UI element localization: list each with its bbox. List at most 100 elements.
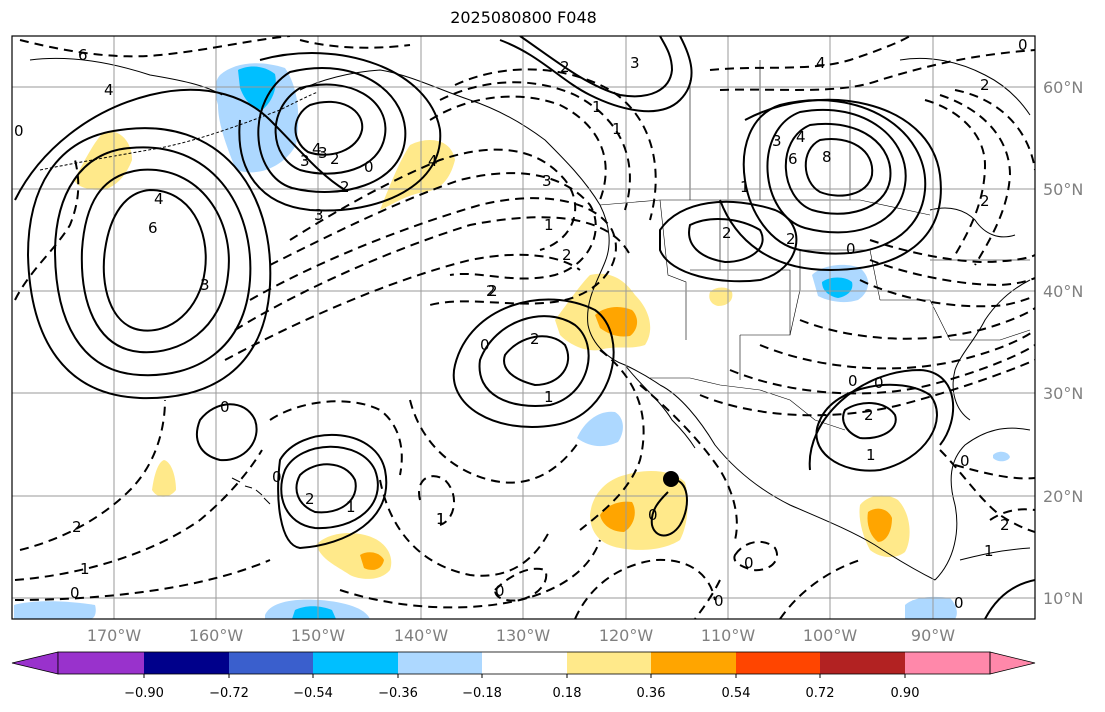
lon-label-160w: 160°W (189, 626, 244, 645)
contour-label: 1 (866, 446, 876, 464)
contour-solid-gulf-low-3 (808, 368, 954, 471)
contour-dashed-top-mid (299, 39, 411, 49)
colorbar-tick-label: 0.54 (722, 686, 751, 701)
contour-solid-aleutian-low-4 (238, 52, 442, 212)
contour-label: 0 (960, 452, 970, 470)
contour-label: 2 (530, 330, 540, 348)
contour-dashed-top-left (19, 36, 291, 58)
contour-solid-canada-high-5 (719, 98, 942, 272)
lat-label-40n: 40°N (1043, 282, 1083, 301)
coastline-mexico-west (659, 384, 936, 581)
dashed-contours (14, 36, 1035, 619)
border-state-2 (690, 269, 791, 336)
contour-dashed-gulf-alaska-2 (269, 172, 597, 280)
contour-label: 6 (78, 46, 88, 64)
contour-solid-hawaii-low-1 (295, 463, 357, 514)
coastline-gulf (934, 427, 1031, 581)
lat-label-20n: 20°N (1043, 487, 1083, 506)
fill-blue-baja-offshore (577, 411, 623, 447)
graticule (12, 36, 1035, 619)
lat-label-60n: 60°N (1043, 78, 1083, 97)
colorbar-outline (57, 651, 991, 675)
contour-label: 4 (816, 54, 826, 72)
fill-blue-south-west (14, 601, 96, 619)
contour-dashed-east-4 (869, 239, 1035, 264)
coastline-aleutians (39, 91, 319, 171)
contour-label: 4 (104, 81, 114, 99)
contour-solid-canada-high-3 (766, 108, 907, 234)
contour-dashed-mid-5 (579, 349, 645, 531)
contour-solid-mexico-hook (650, 478, 688, 537)
map-frame (11, 35, 1036, 620)
contour-solid-central-low-1 (503, 335, 570, 387)
solid-contours (14, 36, 1035, 619)
contour-label: 8 (822, 148, 832, 166)
contour-solid-west-us-2 (659, 200, 798, 283)
contour-label: 1 (436, 510, 446, 528)
contour-dashed-east-9 (729, 344, 1035, 395)
colorbar-segment-5 (398, 652, 482, 674)
contour-label: 1 (592, 98, 602, 116)
contour-label: 4 (312, 140, 322, 158)
colorbar: −0.90 −0.72 −0.54 −0.36 −0.18 0.18 0.36 … (11, 651, 1036, 701)
contour-label: 0 (846, 240, 856, 258)
contour-label: 3 (300, 152, 310, 170)
lon-label-120w: 120°W (599, 626, 654, 645)
contour-dashed-se-1 (939, 449, 1035, 533)
contour-solid-nw-high-2 (80, 168, 230, 354)
contour-label: 0 (495, 582, 505, 600)
contour-solid-zero-ring (195, 403, 258, 462)
lon-label-90w: 90°W (911, 626, 955, 645)
coastline-hudson (899, 57, 1031, 116)
colorbar-segment-3 (229, 652, 313, 674)
contour-solid-gulf-low-2 (815, 383, 938, 472)
colorbar-segment-11 (905, 652, 990, 674)
contour-label: 1 (436, 510, 446, 528)
contour-label: 0 (848, 372, 858, 390)
contour-label: 1 (984, 542, 994, 560)
contour-dashed-south-1 (574, 558, 716, 619)
contour-solid-aleutian-low-2 (274, 83, 387, 175)
contour-label: 3 (542, 172, 552, 190)
contour-dashed-east-1 (924, 99, 987, 256)
contour-dashed-south-2 (733, 540, 778, 572)
contour-solid-aleutian-low-1 (294, 100, 364, 156)
contour-solid-hawaii-low-2 (280, 445, 379, 530)
contour-label: 2 (980, 192, 990, 210)
contour-dashed-top-right-1 (709, 36, 911, 71)
contour-dashed-bottom-1 (493, 567, 548, 602)
contour-label: 0 (220, 398, 230, 416)
contour-label: 2 (562, 246, 572, 264)
lon-label-110w: 110°W (701, 626, 756, 645)
contour-label: 0 (954, 594, 964, 612)
contour-label: 1 (346, 498, 356, 516)
contour-dashed-east-8 (759, 329, 1035, 370)
contour-label: 0 (480, 336, 490, 354)
colorbar-tick-label: −0.54 (293, 686, 333, 701)
contour-solid-canada-high-2 (784, 122, 892, 215)
fill-blue-gulf-small (993, 451, 1010, 462)
colorbar-tick-label: 0.36 (637, 686, 666, 701)
contour-label: 1 (544, 388, 554, 406)
colorbar-segment-4 (313, 652, 398, 674)
contour-dashed-arc-2 (439, 81, 631, 211)
contour-solid-nw-high-3 (53, 146, 252, 377)
contour-dashed-mid-3 (379, 479, 551, 577)
fill-yellow-colorado (709, 287, 733, 306)
contour-label: 0 (1018, 36, 1028, 54)
contour-dashed-baja-1 (639, 384, 738, 541)
border-state-7 (789, 250, 801, 336)
coastline-great-lakes (929, 207, 1016, 238)
border-us-mexico (650, 377, 846, 431)
contour-dashed-se-3 (989, 508, 1035, 521)
contour-dashed-east-7 (799, 307, 1035, 340)
colorbar-tick-label: −0.90 (124, 686, 164, 701)
contour-label: 0 (744, 554, 754, 572)
contour-label: 6 (148, 219, 158, 237)
hawaii-islands (231, 477, 271, 505)
lon-label-100w: 100°W (803, 626, 858, 645)
contour-dashed-sw-1 (19, 399, 166, 551)
contour-solid-nw-high-4 (26, 127, 272, 400)
contour-solid-central-low-3 (452, 298, 615, 428)
